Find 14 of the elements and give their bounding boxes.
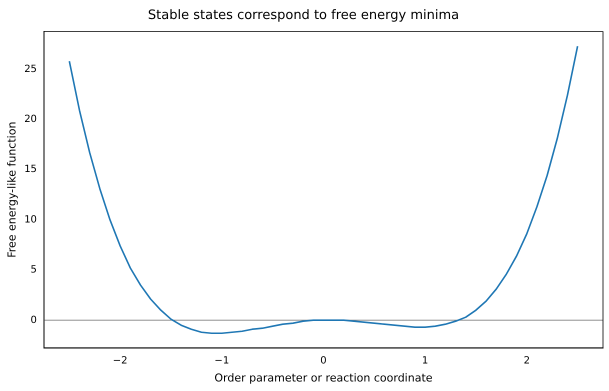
y-tick-label: 20 — [24, 114, 37, 126]
x-tick-label: −1 — [214, 355, 230, 366]
y-tick-label: 15 — [24, 164, 37, 176]
x-tick-label: −2 — [112, 355, 128, 366]
y-tick-label: 25 — [24, 64, 37, 75]
x-tick-label: 1 — [422, 355, 428, 366]
y-tick-label: 0 — [30, 314, 37, 326]
y-tick-label: 5 — [30, 264, 37, 276]
chart-title: Stable states correspond to free energy minima — [148, 8, 460, 24]
x-axis-title: Order parameter or reaction coordinate — [214, 371, 433, 384]
y-tick-label: 10 — [24, 214, 37, 226]
y-axis-title: Free energy-like function — [5, 122, 18, 258]
x-tick-label: 2 — [524, 355, 530, 366]
x-tick-label: 0 — [320, 355, 327, 366]
